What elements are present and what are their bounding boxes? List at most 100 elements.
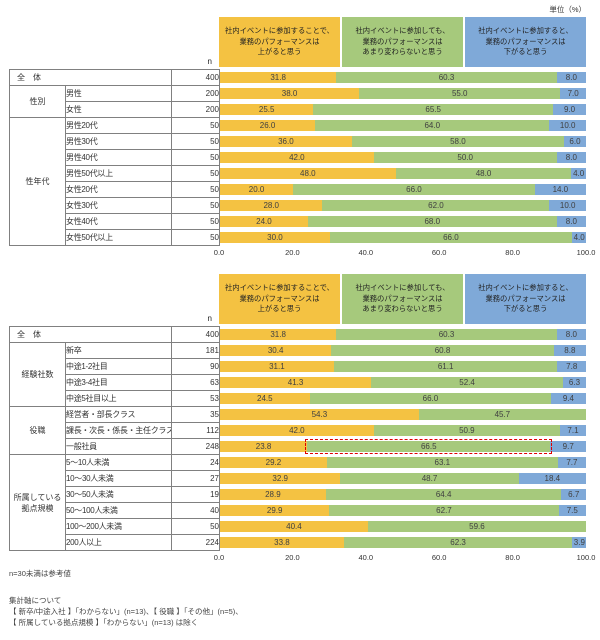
- bar-segment: 48.0: [395, 168, 572, 179]
- bar-segment: 64.4: [325, 489, 562, 500]
- n-column-header-area: n: [9, 17, 219, 67]
- bar-segment: 25.5: [220, 104, 314, 115]
- bar-segment: 66.0: [293, 184, 535, 195]
- chart-table: 全 体 400 31.8 60.3 8.0 経験社数 新卒 181 30.4 60.8 8.8 中途1…: [9, 326, 587, 551]
- table-row: 200人以上 224 33.8 62.3 3.9: [10, 534, 587, 551]
- legend-item-label: 社内イベントに参加すると、: [478, 283, 573, 293]
- stacked-bar: 24.5 66.0 9.4: [220, 393, 586, 404]
- stacked-bar: 28.9 64.4 6.7: [220, 489, 586, 500]
- axis-tick: 0.0: [213, 248, 225, 257]
- row-label: 男性50代以上: [65, 165, 172, 182]
- n-value: 112: [171, 422, 220, 439]
- n-value: 27: [171, 470, 220, 487]
- axis-tick: 100.0: [576, 553, 596, 562]
- bar-segment: 24.5: [220, 393, 310, 404]
- row-label: 男性20代: [65, 117, 172, 134]
- n-value: 248: [171, 438, 220, 455]
- bar-segment: 7.8: [557, 361, 586, 372]
- bar-cell: 48.0 48.0 4.0: [220, 166, 587, 182]
- bar-cell: 28.0 62.0 10.0: [220, 198, 587, 214]
- row-label: 中途1-2社目: [65, 358, 172, 375]
- chart-legend-header: n 社内イベントに参加することで、 業務のパフォーマンスは 上がると思う 社内イベントに…: [9, 274, 586, 324]
- row-label: 新卒: [65, 342, 172, 359]
- bar-segment: 61.1: [333, 361, 558, 372]
- bar-cell: 40.4 59.6: [220, 519, 587, 535]
- bottom-chart: n 社内イベントに参加することで、 業務のパフォーマンスは 上がると思う 社内イベントに…: [9, 274, 595, 564]
- table-row: 50～100人未満 40 29.9 62.7 7.5: [10, 502, 587, 519]
- stacked-bar: 31.8 60.3 8.0: [220, 72, 586, 83]
- group-label: 所属している拠点規模: [9, 454, 66, 551]
- bar-segment: 33.8: [220, 537, 344, 548]
- bar-segment: 3.9: [572, 537, 587, 548]
- bar-cell: 26.0 64.0 10.0: [220, 118, 587, 134]
- bar-segment: 8.0: [556, 329, 586, 340]
- stacked-bar: 20.0 66.0 14.0: [220, 184, 586, 195]
- bar-segment: 26.0: [220, 120, 316, 131]
- n-value: 224: [171, 534, 220, 551]
- legend-item-label: あまり変わらないと思う: [362, 304, 443, 314]
- table-row: 性年代 男性20代 50 26.0 64.0 10.0: [9, 117, 587, 246]
- legend-item: 社内イベントに参加することで、 業務のパフォーマンスは 上がると思う: [219, 274, 340, 324]
- bar-segment: 29.9: [220, 505, 330, 516]
- bar-segment: 45.7: [418, 409, 586, 420]
- bar-cell: 33.8 62.3 3.9: [220, 535, 587, 551]
- bar-segment: 29.2: [220, 457, 327, 468]
- bar-segment: 55.0: [359, 88, 561, 99]
- table-row: 10～30人未満 27 32.9 48.7 18.4: [10, 470, 587, 487]
- bar-segment: 9.7: [550, 441, 586, 452]
- bar-cell: 29.9 62.7 7.5: [220, 503, 587, 519]
- table-row: 全 体 400 31.8 60.3 8.0: [9, 69, 587, 86]
- bar-segment: 9.0: [553, 104, 586, 115]
- bar-segment: 7.7: [557, 457, 586, 468]
- bar-segment: 24.0: [220, 216, 308, 227]
- bar-segment: 31.8: [220, 72, 337, 83]
- table-row: 女性 200 25.5 65.5 9.0: [10, 101, 587, 118]
- row-label: 男性30代: [65, 133, 172, 150]
- bar-cell: 28.9 64.4 6.7: [220, 487, 587, 503]
- stacked-bar: 25.5 65.5 9.0: [220, 104, 586, 115]
- bar-cell: 32.9 48.7 18.4: [220, 471, 587, 487]
- footnotes: n=30未満は参考値 集計軸について 【 新卒/中途入社 】「わからない」(n=…: [9, 569, 592, 629]
- table-row: 一般社員 248 23.8 66.5 9.7: [10, 438, 587, 455]
- bar-segment: 32.9: [220, 473, 341, 484]
- bar-segment: 48.0: [220, 168, 396, 179]
- bar-segment: 7.0: [560, 88, 586, 99]
- row-label: 男性: [65, 85, 172, 102]
- bar-segment: 28.0: [220, 200, 323, 211]
- table-row: 性別 男性 200 38.0 55.0 7.0: [9, 85, 587, 118]
- bar-segment: 62.0: [322, 200, 550, 211]
- chart-table: 全 体 400 31.8 60.3 8.0 性別 男性 200 38.0 55.0 7.0 女性 200…: [9, 69, 587, 246]
- bar-segment: 62.7: [329, 505, 559, 516]
- bar-cell: 31.1 61.1 7.8: [220, 359, 587, 375]
- bar-segment: 23.8: [220, 441, 308, 452]
- group-label: 経験社数: [9, 342, 66, 407]
- stacked-bar: 38.0 55.0 7.0: [220, 88, 586, 99]
- n-value: 90: [171, 358, 220, 375]
- n-value: 50: [171, 181, 220, 198]
- axis-tick: 20.0: [285, 248, 300, 257]
- legend-item-label: 下がると思う: [503, 304, 548, 314]
- n-value: 50: [171, 133, 220, 150]
- axis-tick: 40.0: [358, 248, 374, 257]
- legend-item-label: 業務のパフォーマンスは: [362, 36, 443, 46]
- footnote-line1: 【 新卒/中途入社 】「わからない」(n=13)、【 役職 】「その他」(n=5…: [9, 606, 243, 616]
- bar-segment: 52.4: [371, 377, 563, 388]
- bar-segment: 38.0: [220, 88, 360, 99]
- bar-segment: 31.1: [220, 361, 334, 372]
- bar-segment: 30.0: [220, 232, 330, 243]
- legend: 社内イベントに参加することで、 業務のパフォーマンスは 上がると思う 社内イベントに参…: [219, 274, 586, 324]
- footnote-reference: n=30未満は参考値: [9, 569, 71, 578]
- bar-segment: 66.0: [309, 393, 552, 404]
- legend-item-label: 業務のパフォーマンスは: [485, 36, 566, 46]
- table-row: 女性50代以上 50 30.0 66.0 4.0: [10, 229, 587, 246]
- bar-cell: 20.0 66.0 14.0: [220, 182, 587, 198]
- axis-tick: 100.0: [576, 248, 596, 257]
- table-row: 女性20代 50 20.0 66.0 14.0: [10, 181, 587, 198]
- stacked-bar: 30.4 60.8 8.8: [220, 345, 586, 356]
- n-value: 40: [171, 502, 220, 519]
- n-column-header: n: [207, 57, 212, 66]
- axis-tick: 80.0: [505, 248, 520, 257]
- bar-segment: 40.4: [220, 521, 368, 532]
- table-row: 中途1-2社目 90 31.1 61.1 7.8: [10, 358, 587, 375]
